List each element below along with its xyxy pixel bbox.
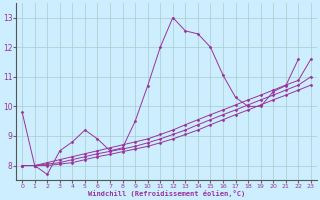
X-axis label: Windchill (Refroidissement éolien,°C): Windchill (Refroidissement éolien,°C) — [88, 190, 245, 197]
